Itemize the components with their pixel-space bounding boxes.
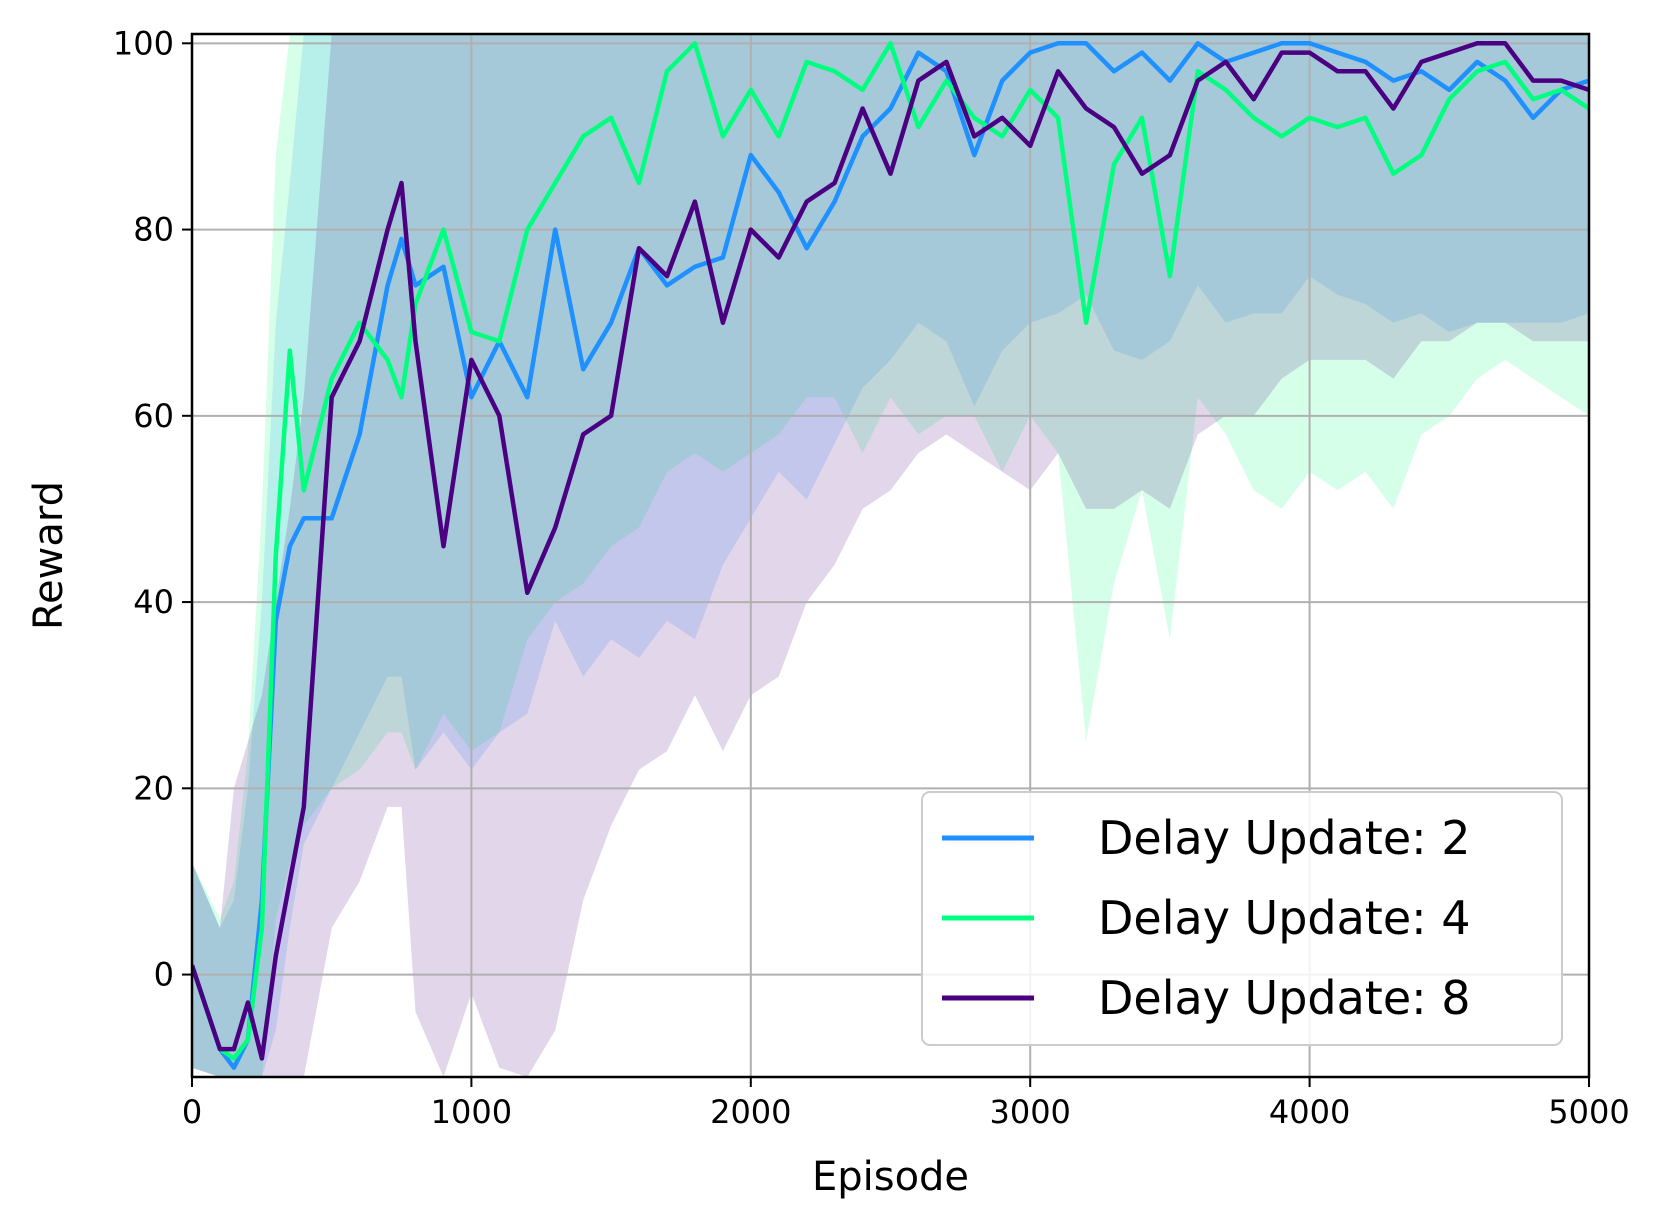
confidence-band-3	[192, 34, 1589, 1077]
confidence-band-1	[192, 34, 1589, 1077]
y-tick-label: 40	[133, 583, 174, 621]
legend-label-1: Delay Update: 2	[1098, 811, 1471, 865]
x-tick-label: 0	[182, 1093, 202, 1131]
y-tick-label: 0	[154, 956, 174, 994]
confidence-bands	[192, 34, 1589, 1077]
x-tick-label: 5000	[1548, 1093, 1629, 1131]
series-line-2	[192, 41, 1589, 1061]
series-lines	[192, 41, 1589, 1070]
series-line-1	[192, 41, 1589, 1070]
legend-label-2: Delay Update: 4	[1098, 891, 1471, 945]
x-tick-label: 1000	[431, 1093, 512, 1131]
axis-ticks: 0 1000 2000 3000 4000 5000 0 20 40 60 80 100	[113, 24, 1630, 1131]
legend-label-3: Delay Update: 8	[1098, 971, 1471, 1025]
legend: Delay Update: 2 Delay Update: 4 Delay Upda…	[921, 791, 1563, 1046]
y-tick-label: 60	[133, 397, 174, 435]
x-tick-label: 3000	[989, 1093, 1070, 1131]
x-axis-label: Episode	[812, 1154, 969, 1200]
y-tick-label: 80	[133, 211, 174, 249]
y-tick-label: 20	[133, 769, 174, 807]
x-tick-label: 4000	[1269, 1093, 1350, 1131]
series-line-3	[192, 41, 1589, 1061]
y-axis-label: Reward	[26, 481, 72, 630]
x-tick-label: 2000	[710, 1093, 791, 1131]
plot-frame	[190, 32, 1591, 1079]
y-tick-label: 100	[113, 24, 174, 62]
legend-box	[921, 791, 1563, 1046]
confidence-band-2	[192, 34, 1589, 1077]
